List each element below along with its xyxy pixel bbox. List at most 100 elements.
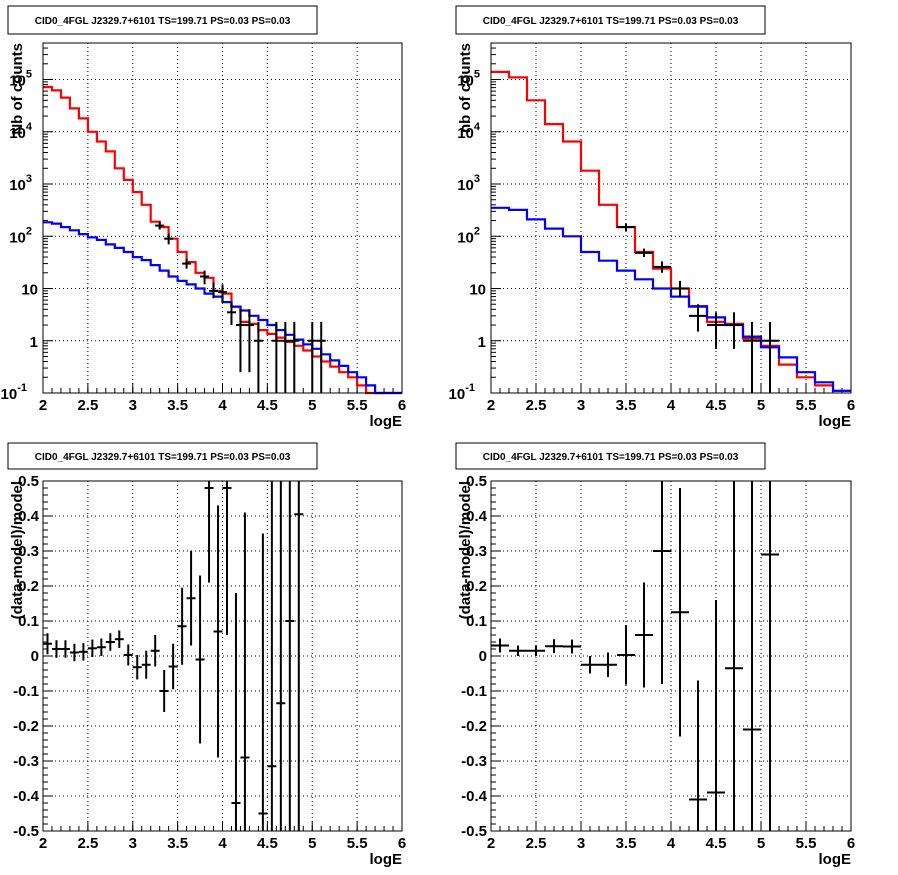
y-tick-label: -0.4 xyxy=(13,788,40,805)
x-tick-label: 2.5 xyxy=(77,835,98,852)
y-axis-label: (data-model)/model xyxy=(457,481,474,619)
y-tick-exponent: 2 xyxy=(474,225,480,237)
residual-point xyxy=(69,643,79,662)
residual-point xyxy=(177,587,187,665)
residual-point xyxy=(689,680,707,831)
residual-point xyxy=(51,640,61,658)
y-tick-label: -0.2 xyxy=(461,718,487,735)
x-tick-label: 3 xyxy=(129,835,137,852)
residual-point xyxy=(222,481,232,635)
y-tick-exponent: 5 xyxy=(474,69,480,81)
source-model-series xyxy=(491,206,851,392)
y-tick-exponent: 3 xyxy=(474,173,480,185)
residual-point xyxy=(761,481,779,831)
y-tick-label: 105 xyxy=(9,69,32,90)
residual-point xyxy=(96,638,106,656)
residual-point xyxy=(60,640,70,658)
data-point xyxy=(617,223,635,232)
title-box xyxy=(455,442,766,470)
residual-point xyxy=(168,643,178,690)
x-axis-label: logE xyxy=(370,851,403,868)
residual-point xyxy=(159,670,169,712)
residual-point xyxy=(545,639,563,654)
residual-point xyxy=(725,481,743,831)
plot-area xyxy=(43,481,402,831)
residual-point xyxy=(707,600,725,831)
y-tick-exponent: -1 xyxy=(17,382,27,394)
data-point xyxy=(653,261,671,273)
x-tick-label: 2.5 xyxy=(77,397,98,414)
y-tick-label: 0.4 xyxy=(466,508,488,525)
residual-point xyxy=(240,512,250,831)
y-tick-label: -0.3 xyxy=(13,753,39,770)
x-tick-label: 2.5 xyxy=(526,397,547,414)
y-tick-label: -0.1 xyxy=(13,683,39,700)
chart-title: CID0_4FGL J2329.7+6101 TS=199.71 PS=0.03… xyxy=(35,16,291,27)
y-tick-label: -0.5 xyxy=(461,823,487,840)
y-tick-label: 0.2 xyxy=(18,578,39,595)
y-tick-label: 0.5 xyxy=(466,473,487,490)
y-tick-label: -0.4 xyxy=(461,788,488,805)
residual-point xyxy=(671,488,689,737)
y-tick-label: 0.3 xyxy=(18,543,39,560)
x-tick-label: 2 xyxy=(487,397,495,414)
y-tick-label: 1 xyxy=(478,334,486,351)
y-tick-label: -0.3 xyxy=(461,753,487,770)
residual-point xyxy=(141,650,151,679)
x-tick-label: 3 xyxy=(577,397,585,414)
x-tick-label: 5.5 xyxy=(347,397,368,414)
y-axis-label: Nb of counts xyxy=(9,43,26,135)
y-tick-label: 104 xyxy=(457,121,481,142)
data-point xyxy=(307,321,317,393)
x-tick-label: 4.5 xyxy=(706,397,727,414)
data-point xyxy=(218,284,227,303)
x-tick-label: 4.5 xyxy=(257,397,278,414)
x-tick-label: 4 xyxy=(667,397,676,414)
y-tick-label: 0 xyxy=(31,648,39,665)
residual-point xyxy=(653,481,671,684)
residual-point xyxy=(491,638,509,653)
y-tick-label: 102 xyxy=(9,225,32,246)
data-point xyxy=(316,321,326,393)
y-tick-label: 10 xyxy=(21,282,38,299)
residual-point xyxy=(527,645,545,656)
residual-point xyxy=(195,575,205,744)
data-point xyxy=(725,312,743,349)
y-tick-label: -0.1 xyxy=(461,683,487,700)
y-tick-label: 0.4 xyxy=(18,508,40,525)
x-tick-label: 6 xyxy=(398,835,406,852)
data-point xyxy=(689,304,707,332)
title-box xyxy=(7,5,318,35)
data-point xyxy=(280,321,290,393)
y-tick-label: -0.5 xyxy=(13,823,39,840)
x-tick-label: 5.5 xyxy=(796,835,817,852)
x-axis-label: logE xyxy=(819,413,852,430)
data-point xyxy=(235,309,245,373)
y-tick-exponent: 2 xyxy=(26,225,32,237)
x-tick-label: 4.5 xyxy=(706,835,727,852)
residual-point xyxy=(617,625,635,685)
panel-counts-left: CID0_4FGL J2329.7+6101 TS=199.71 PS=0.03… xyxy=(1,5,406,430)
y-tick-base: 10 xyxy=(9,125,26,142)
title-box xyxy=(7,442,318,470)
y-tick-exponent: 4 xyxy=(474,121,481,133)
data-point xyxy=(761,321,779,393)
residual-point xyxy=(78,643,88,661)
data-point xyxy=(209,282,219,299)
y-tick-base: 1 xyxy=(30,334,38,351)
x-tick-label: 2 xyxy=(39,835,47,852)
y-tick-label: 10-1 xyxy=(449,382,475,403)
chart-title: CID0_4FGL J2329.7+6101 TS=199.71 PS=0.03… xyxy=(483,16,739,27)
residual-point xyxy=(294,481,304,831)
y-tick-label: 1 xyxy=(30,334,38,351)
data-point xyxy=(226,302,236,326)
x-tick-label: 3.5 xyxy=(167,835,188,852)
x-axis-label: logE xyxy=(819,851,852,868)
residual-point xyxy=(285,481,295,831)
y-tick-exponent: -1 xyxy=(465,382,475,394)
y-axis-label: nb of counts xyxy=(457,43,474,133)
residual-point xyxy=(563,639,581,654)
y-tick-base: 10 xyxy=(457,125,474,142)
model-total-series xyxy=(491,70,851,392)
y-tick-label: 0.2 xyxy=(466,578,487,595)
